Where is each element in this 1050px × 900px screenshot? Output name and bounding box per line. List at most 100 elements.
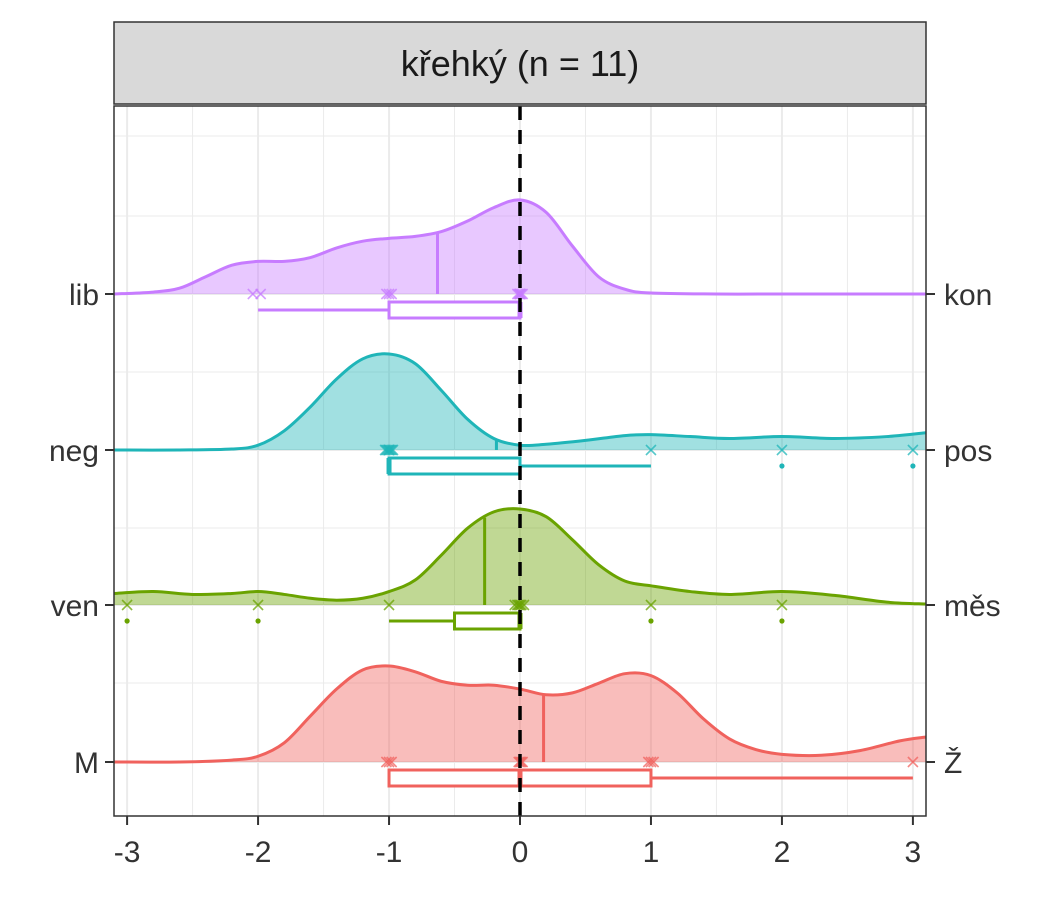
density-curve: [113, 664, 927, 764]
point-stroke: [382, 444, 394, 456]
point-stroke: [517, 288, 529, 300]
point-stroke: [907, 444, 919, 456]
data-point: [517, 288, 529, 300]
data-point: [386, 288, 398, 300]
data-point: [382, 444, 394, 456]
data-point: [511, 288, 523, 300]
data-point: [386, 756, 398, 768]
facet-strip: [113, 21, 927, 105]
point-stroke: [645, 756, 657, 768]
series-layer: [113, 198, 927, 788]
point-stroke: [648, 756, 660, 768]
point-stroke: [383, 599, 395, 611]
data-point: [380, 756, 392, 768]
y-tick-label-right: pos: [944, 435, 992, 468]
data-point: [511, 599, 523, 611]
density-area: [114, 199, 926, 295]
point-stroke: [384, 444, 396, 456]
data-point: [513, 288, 525, 300]
data-point: [642, 756, 654, 768]
point-stroke: [387, 444, 399, 456]
box-iqr: [387, 456, 522, 476]
outlier-point: [910, 463, 916, 469]
y-tick-label-left: M: [74, 747, 99, 780]
outlier-point: [648, 618, 654, 624]
outlier-point: [779, 618, 785, 624]
point-stroke: [776, 444, 788, 456]
data-point: [513, 599, 525, 611]
data-point: [387, 444, 399, 456]
data-point: [648, 756, 660, 768]
density-curve: [113, 507, 927, 606]
point-stroke: [247, 288, 259, 300]
point-stroke: [513, 288, 525, 300]
data-point: [514, 599, 526, 611]
point-stroke: [515, 599, 527, 611]
point-stroke: [386, 288, 398, 300]
facet-label: křehký (n = 11): [401, 43, 639, 84]
point-stroke: [386, 444, 398, 456]
x-tick-label: 3: [905, 836, 922, 869]
point-stroke: [511, 599, 523, 611]
point-stroke: [383, 756, 395, 768]
box-iqr: [387, 300, 522, 320]
point-stroke: [515, 288, 527, 300]
data-point: [252, 599, 264, 611]
data-point: [384, 444, 396, 456]
data-point: [255, 288, 267, 300]
boxplot: [124, 611, 785, 631]
data-point: [515, 599, 527, 611]
point-stroke: [513, 599, 525, 611]
point-stroke: [645, 599, 657, 611]
data-point: [645, 756, 657, 768]
data-point: [776, 599, 788, 611]
data-point: [907, 444, 919, 456]
outlier-point: [255, 618, 261, 624]
box-iqr: [453, 611, 522, 631]
data-point: [386, 444, 398, 456]
y-tick-label-right: kon: [944, 279, 992, 312]
data-point: [776, 444, 788, 456]
point-stroke: [252, 599, 264, 611]
point-stroke: [907, 756, 919, 768]
data-point: [247, 288, 259, 300]
y-tick-label-left: lib: [69, 279, 99, 312]
x-tick-label: 2: [774, 836, 791, 869]
point-stroke: [255, 288, 267, 300]
data-point: [121, 599, 133, 611]
data-point: [380, 288, 392, 300]
x-tick-label: -3: [114, 836, 141, 869]
point-stroke: [380, 288, 392, 300]
point-stroke: [776, 599, 788, 611]
data-point: [383, 288, 395, 300]
y-tick-label-left: ven: [51, 590, 99, 623]
axes-layer: lib kon neg pos ven měs M Ž -3 -2 -1 0 1 2 3: [49, 279, 1001, 869]
ridge-ven: [113, 507, 927, 631]
x-tick-label: -1: [376, 836, 403, 869]
x-tick-label: 1: [643, 836, 660, 869]
point-stroke: [514, 599, 526, 611]
density-curve: [113, 198, 926, 296]
point-stroke: [386, 756, 398, 768]
x-tick-label: -2: [245, 836, 272, 869]
outlier-point: [124, 618, 130, 624]
point-stroke: [645, 444, 657, 456]
density-area: [114, 353, 926, 451]
density-area: [114, 508, 926, 605]
outlier-point: [779, 463, 785, 469]
x-tick-label: 0: [512, 836, 529, 869]
point-stroke: [383, 444, 395, 456]
y-tick-label-right: měs: [944, 590, 1001, 623]
point-stroke: [642, 756, 654, 768]
data-point: [383, 756, 395, 768]
data-point: [645, 599, 657, 611]
ridge-lib: [113, 198, 926, 320]
data-point: [907, 756, 919, 768]
data-point: [383, 599, 395, 611]
density-curve: [113, 352, 927, 452]
data-point: [383, 444, 395, 456]
point-stroke: [380, 756, 392, 768]
point-stroke: [383, 288, 395, 300]
point-stroke: [511, 288, 523, 300]
